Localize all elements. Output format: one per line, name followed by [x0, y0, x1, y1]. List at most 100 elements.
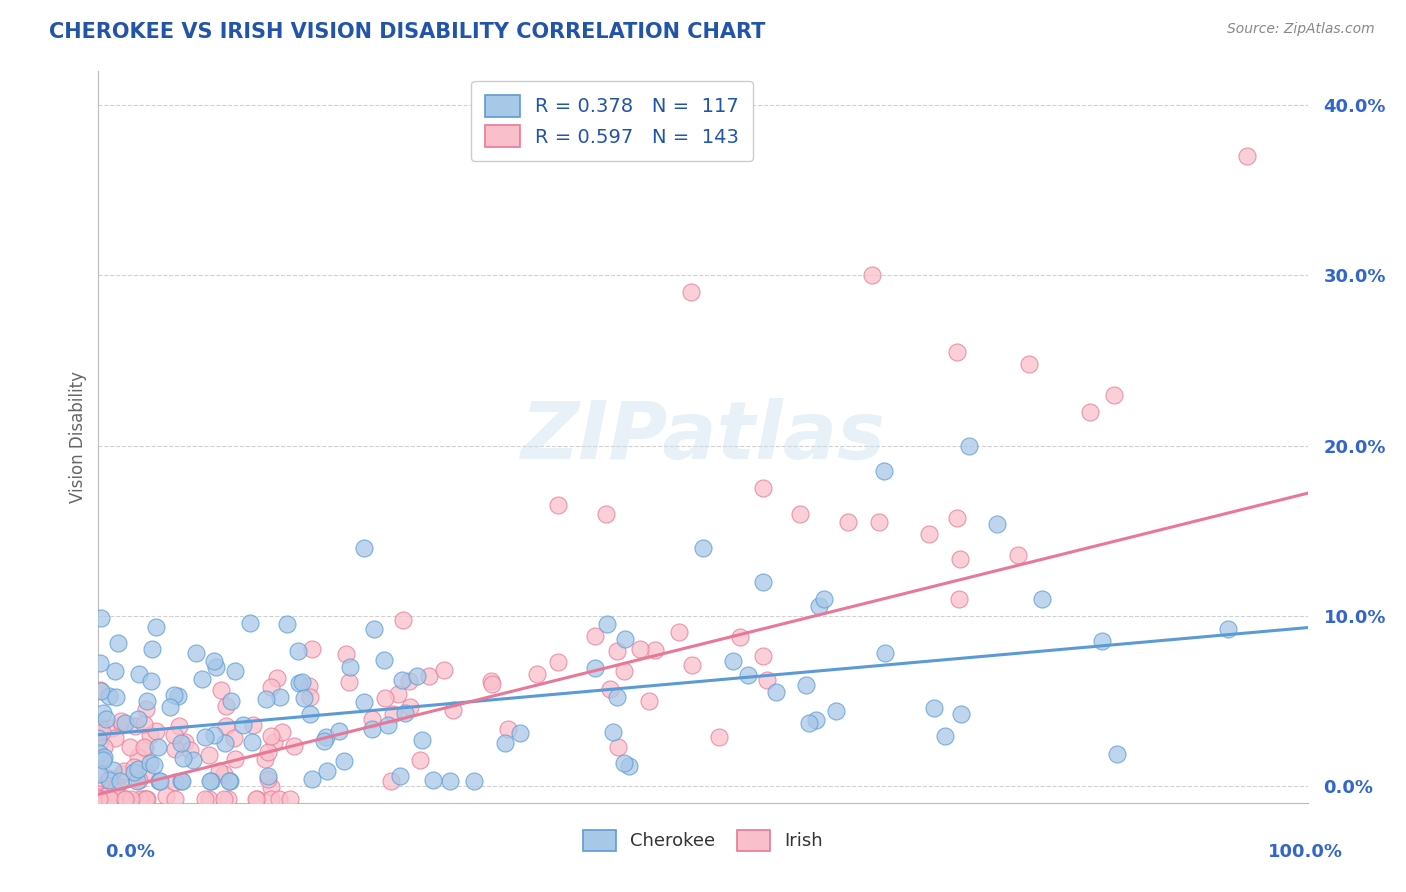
Point [208, 764, 231, 778]
Point [118, 740, 141, 755]
Point [373, 691, 395, 706]
Point [101, 763, 124, 777]
Point [389, 769, 412, 783]
Point [481, 677, 503, 691]
Point [380, 774, 402, 789]
Point [218, 773, 240, 788]
Point [813, 591, 835, 606]
Point [267, 792, 290, 806]
Point [198, 747, 221, 762]
Point [141, 641, 163, 656]
Point [441, 703, 464, 717]
Point [89, 683, 111, 698]
Point [638, 693, 661, 707]
Point [1091, 634, 1114, 648]
Point [110, 714, 132, 728]
Point [103, 664, 125, 678]
Point [283, 739, 305, 754]
Point [494, 736, 516, 750]
Point [399, 700, 422, 714]
Point [104, 784, 127, 798]
Point [361, 712, 384, 726]
Point [90, 611, 112, 625]
Point [134, 740, 156, 755]
Point [170, 773, 193, 788]
Point [254, 692, 277, 706]
Point [198, 792, 221, 806]
Point [105, 780, 128, 795]
Point [163, 774, 186, 789]
Point [101, 722, 124, 736]
Point [191, 673, 214, 687]
Point [139, 728, 162, 742]
Point [709, 730, 731, 744]
Point [644, 643, 666, 657]
Point [394, 706, 416, 721]
Point [752, 648, 775, 663]
Point [124, 765, 146, 780]
Point [110, 718, 132, 732]
Point [98, 690, 121, 704]
Point [209, 683, 232, 698]
Point [108, 773, 131, 788]
Point [202, 654, 225, 668]
Point [91, 792, 114, 806]
Point [93, 792, 115, 806]
Point [163, 728, 186, 742]
Point [93, 706, 115, 721]
Point [613, 664, 636, 678]
Point [607, 739, 630, 754]
Point [752, 481, 775, 495]
Point [922, 700, 945, 714]
Point [129, 792, 152, 806]
Point [382, 706, 405, 721]
Point [134, 792, 156, 806]
Point [373, 653, 395, 667]
Point [128, 667, 150, 681]
Point [98, 772, 121, 787]
Point [167, 719, 190, 733]
Point [794, 678, 817, 692]
Point [127, 749, 149, 764]
Point [127, 712, 149, 726]
Point [136, 792, 159, 806]
Point [260, 792, 283, 806]
Point [219, 694, 242, 708]
Point [165, 742, 187, 756]
Point [825, 704, 848, 718]
Point [89, 751, 111, 765]
Text: CHEROKEE VS IRISH VISION DISABILITY CORRELATION CHART: CHEROKEE VS IRISH VISION DISABILITY CORR… [49, 22, 766, 42]
Point [946, 345, 969, 359]
Point [120, 792, 142, 806]
Point [218, 773, 240, 788]
Point [122, 760, 145, 774]
Point [105, 690, 128, 705]
Point [242, 718, 264, 732]
Point [391, 673, 413, 688]
Point [315, 764, 337, 778]
Point [583, 661, 606, 675]
Point [165, 792, 187, 806]
Point [163, 688, 186, 702]
Point [481, 674, 503, 689]
Point [172, 773, 194, 788]
Point [314, 734, 336, 748]
Point [1018, 357, 1040, 371]
Point [339, 659, 361, 673]
Point [212, 792, 235, 806]
Text: ZIPatlas: ZIPatlas [520, 398, 886, 476]
Point [97, 771, 120, 785]
Point [681, 658, 703, 673]
Point [181, 753, 204, 767]
Point [111, 792, 134, 806]
Point [752, 574, 775, 589]
Point [918, 526, 941, 541]
Point [179, 743, 201, 757]
Point [112, 764, 135, 779]
Point [333, 754, 356, 768]
Point [315, 731, 337, 745]
Point [246, 792, 269, 806]
Point [107, 636, 129, 650]
Point [547, 498, 569, 512]
Point [104, 792, 127, 806]
